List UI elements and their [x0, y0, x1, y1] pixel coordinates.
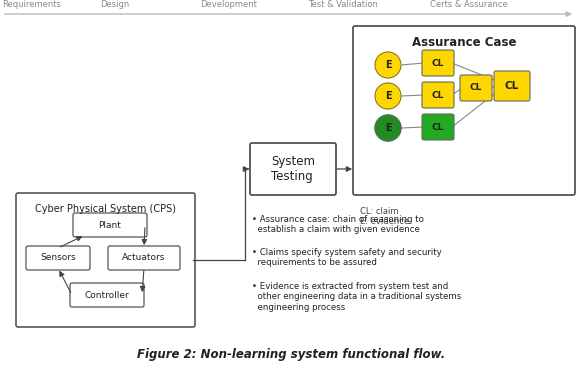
Circle shape: [375, 52, 401, 78]
Text: Test & Validation: Test & Validation: [308, 0, 378, 9]
Text: System
Testing: System Testing: [271, 155, 315, 183]
Text: Certs & Assurance: Certs & Assurance: [430, 0, 508, 9]
Text: E: E: [385, 123, 391, 133]
Text: Cyber Physical System (CPS): Cyber Physical System (CPS): [35, 204, 176, 214]
Text: CL: CL: [432, 90, 444, 100]
FancyBboxPatch shape: [494, 71, 530, 101]
FancyBboxPatch shape: [250, 143, 336, 195]
Text: Sensors: Sensors: [40, 254, 76, 262]
FancyBboxPatch shape: [353, 26, 575, 195]
Text: Plant: Plant: [99, 220, 121, 229]
Circle shape: [375, 83, 401, 109]
FancyBboxPatch shape: [460, 75, 492, 101]
Text: CL: CL: [505, 81, 519, 91]
Text: E: E: [385, 60, 391, 70]
Text: Actuators: Actuators: [122, 254, 166, 262]
Text: Development: Development: [200, 0, 257, 9]
Text: CL: CL: [432, 59, 444, 67]
Text: Controller: Controller: [85, 291, 129, 299]
FancyBboxPatch shape: [16, 193, 195, 327]
Text: CL: claim
E: evidence: CL: claim E: evidence: [360, 207, 409, 227]
FancyBboxPatch shape: [422, 82, 454, 108]
Text: Requirements: Requirements: [2, 0, 61, 9]
Text: Design: Design: [100, 0, 129, 9]
Text: E: E: [385, 91, 391, 101]
Text: • Claims specify system safety and security
  requirements to be assured: • Claims specify system safety and secur…: [252, 248, 442, 268]
FancyBboxPatch shape: [108, 246, 180, 270]
Circle shape: [375, 115, 401, 141]
Text: Assurance Case: Assurance Case: [412, 36, 517, 49]
Text: Figure 2: Non-learning system functional flow.: Figure 2: Non-learning system functional…: [137, 348, 445, 361]
FancyBboxPatch shape: [422, 114, 454, 140]
Text: • Assurance case: chain of reasoning to
  establish a claim with given evidence: • Assurance case: chain of reasoning to …: [252, 215, 424, 234]
FancyBboxPatch shape: [73, 213, 147, 237]
Text: CL: CL: [470, 83, 482, 93]
Text: • Evidence is extracted from system test and
  other engineering data in a tradi: • Evidence is extracted from system test…: [252, 282, 461, 312]
Text: CL: CL: [432, 123, 444, 131]
FancyBboxPatch shape: [26, 246, 90, 270]
FancyBboxPatch shape: [422, 50, 454, 76]
FancyBboxPatch shape: [70, 283, 144, 307]
